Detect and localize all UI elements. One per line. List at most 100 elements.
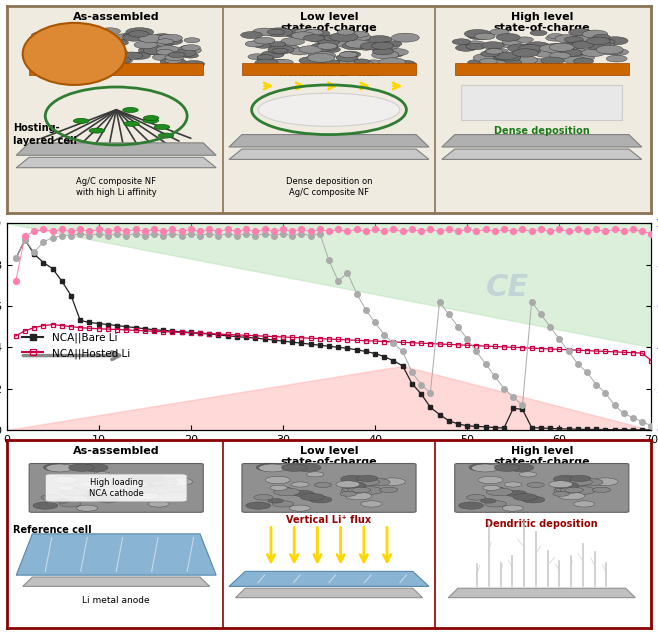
Circle shape — [555, 486, 578, 493]
Circle shape — [294, 463, 321, 472]
Text: Ag/C composite NF
with high Li affinity: Ag/C composite NF with high Li affinity — [76, 177, 157, 197]
Circle shape — [570, 476, 591, 481]
NCA||Bare Li — [620, 426, 628, 434]
Polygon shape — [16, 157, 216, 167]
Circle shape — [61, 488, 87, 496]
Circle shape — [53, 49, 70, 55]
Circle shape — [572, 41, 591, 47]
Circle shape — [144, 37, 169, 46]
Circle shape — [153, 54, 173, 60]
Circle shape — [513, 49, 539, 57]
Circle shape — [261, 51, 284, 58]
Circle shape — [473, 53, 501, 62]
Circle shape — [337, 29, 355, 35]
Circle shape — [345, 492, 372, 500]
NCA||Bare Li — [215, 331, 222, 339]
Circle shape — [547, 34, 564, 39]
Circle shape — [519, 44, 542, 51]
Circle shape — [504, 482, 522, 487]
Circle shape — [336, 481, 360, 488]
Circle shape — [69, 55, 93, 62]
Circle shape — [565, 488, 584, 493]
Circle shape — [606, 55, 627, 62]
Ellipse shape — [258, 93, 400, 126]
Circle shape — [171, 49, 196, 57]
Circle shape — [157, 46, 179, 53]
Circle shape — [34, 44, 50, 49]
Circle shape — [502, 505, 523, 511]
Circle shape — [472, 464, 499, 472]
Circle shape — [384, 41, 402, 46]
Circle shape — [273, 60, 293, 66]
Circle shape — [467, 32, 492, 40]
Circle shape — [45, 47, 64, 53]
Circle shape — [527, 482, 544, 488]
Circle shape — [569, 36, 593, 44]
Circle shape — [48, 39, 70, 46]
Circle shape — [507, 463, 534, 472]
Circle shape — [282, 45, 299, 50]
Circle shape — [71, 51, 89, 57]
Circle shape — [153, 34, 172, 39]
Circle shape — [160, 58, 186, 66]
Circle shape — [55, 498, 70, 503]
Circle shape — [139, 488, 158, 493]
Circle shape — [64, 49, 92, 58]
Circle shape — [340, 482, 366, 489]
Circle shape — [481, 51, 500, 57]
Circle shape — [183, 53, 199, 58]
Circle shape — [88, 493, 112, 501]
Text: As-assembled: As-assembled — [73, 11, 159, 22]
Circle shape — [65, 60, 85, 67]
NCA||Hosted Li — [565, 346, 572, 354]
Circle shape — [488, 487, 505, 492]
Circle shape — [135, 488, 155, 493]
Circle shape — [157, 39, 174, 44]
Circle shape — [336, 55, 352, 60]
Circle shape — [166, 478, 193, 486]
Circle shape — [311, 42, 338, 51]
Circle shape — [41, 495, 61, 500]
Circle shape — [53, 476, 78, 484]
Circle shape — [570, 479, 592, 486]
Circle shape — [274, 488, 300, 496]
NCA||Bare Li — [21, 236, 29, 243]
Circle shape — [148, 501, 169, 507]
Circle shape — [383, 52, 399, 57]
Circle shape — [57, 485, 75, 490]
Circle shape — [309, 496, 332, 503]
Circle shape — [123, 481, 147, 488]
Circle shape — [128, 487, 155, 495]
Bar — [461, 85, 622, 120]
Circle shape — [32, 32, 49, 37]
Circle shape — [109, 49, 127, 55]
Circle shape — [582, 49, 605, 56]
Circle shape — [521, 49, 541, 55]
Circle shape — [343, 31, 362, 37]
Circle shape — [93, 60, 115, 67]
Circle shape — [379, 478, 405, 486]
Circle shape — [308, 36, 330, 42]
Circle shape — [574, 58, 594, 65]
Circle shape — [341, 476, 367, 482]
Circle shape — [305, 29, 323, 36]
Circle shape — [540, 44, 564, 52]
Circle shape — [600, 48, 622, 55]
Circle shape — [582, 30, 608, 38]
Circle shape — [555, 35, 580, 42]
Circle shape — [455, 44, 476, 51]
Circle shape — [268, 498, 284, 503]
NCA||Hosted Li — [12, 332, 20, 340]
Circle shape — [317, 43, 337, 49]
Circle shape — [571, 41, 594, 49]
Circle shape — [578, 479, 603, 486]
Circle shape — [482, 42, 504, 49]
Circle shape — [259, 464, 286, 472]
Circle shape — [357, 479, 380, 486]
Circle shape — [468, 60, 485, 65]
Circle shape — [269, 60, 288, 65]
Circle shape — [180, 46, 198, 51]
Circle shape — [265, 28, 293, 37]
Circle shape — [59, 501, 81, 507]
Circle shape — [65, 35, 90, 43]
